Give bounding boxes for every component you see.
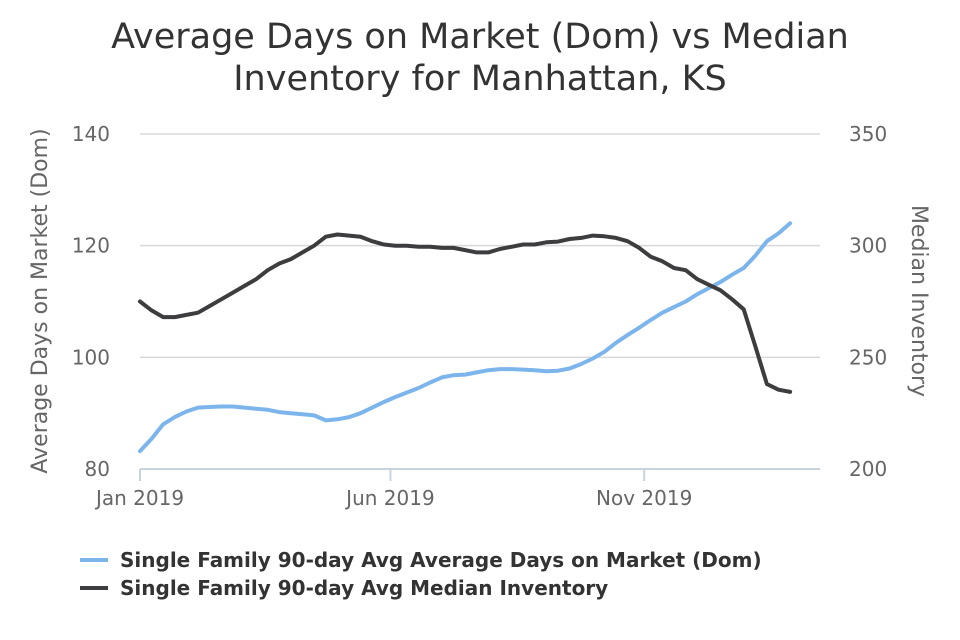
legend-label-dom[interactable]: Single Family 90-day Avg Average Days on… [120,548,762,572]
left-tick-label: 120 [72,234,110,258]
grid [140,133,820,359]
right-tick-label: 250 [849,345,887,369]
left-tick-label: 100 [72,345,110,369]
x-axis: Jan 2019 Jun 2019 Nov 2019 [94,468,820,510]
series-line-days-on-market[interactable] [138,221,793,454]
chart-title-line-1: Average Days on Market (Dom) vs Median [111,17,849,57]
right-axis-ticks: 200 250 300 350 [849,122,887,481]
left-tick-label: 140 [72,122,110,146]
left-tick-label: 80 [85,457,110,481]
left-axis-ticks: 80 100 120 140 [72,122,110,481]
x-tick-label: Nov 2019 [596,486,692,510]
chart-title: Average Days on Market (Dom) vs Median I… [111,17,849,99]
right-tick-label: 350 [849,122,887,146]
legend-label-inventory[interactable]: Single Family 90-day Avg Median Inventor… [120,576,608,600]
x-tick-label: Jan 2019 [94,486,184,510]
left-axis-label: Average Days on Market (Dom) [28,128,53,473]
legend: Single Family 90-day Avg Average Days on… [80,548,762,600]
chart-title-line-2: Inventory for Manhattan, KS [233,59,727,99]
series [138,221,793,454]
right-axis-label: Median Inventory [906,205,931,397]
series-line-median-inventory[interactable] [138,232,793,394]
right-tick-label: 200 [849,457,887,481]
x-tick-label: Jun 2019 [344,486,435,510]
right-tick-label: 300 [849,234,887,258]
